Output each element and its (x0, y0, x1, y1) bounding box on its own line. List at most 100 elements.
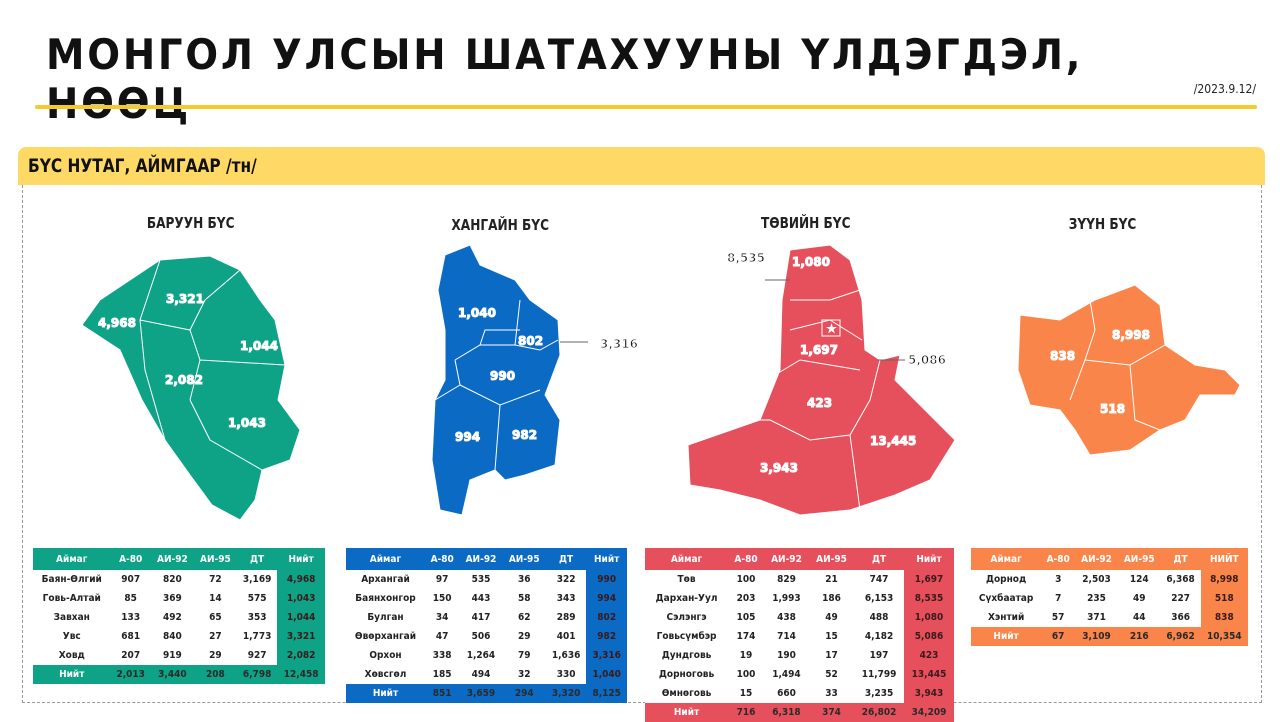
table-cell: 58 (502, 589, 546, 608)
table-cell: 338 (424, 646, 460, 665)
table-row: Өмнөговь 15 660 33 3,235 3,943 (645, 684, 954, 703)
table-cell: 374 (809, 703, 855, 722)
table-cell: 438 (763, 608, 809, 627)
table-cell: 366 (1160, 608, 1201, 627)
table-cell: Баянхонгор (346, 589, 425, 608)
table-cell: Төв (645, 570, 729, 589)
table-cell: 208 (193, 665, 237, 684)
table-cell: 3,440 (150, 665, 194, 684)
table-cell: 150 (424, 589, 460, 608)
region-title-east: ЗҮҮН БҮС (1068, 215, 1137, 233)
table-row: Говьсүмбэр 174 714 15 4,182 5,086 (645, 627, 954, 646)
table-cell: Ховд (33, 646, 111, 665)
table-cell: 62 (502, 608, 546, 627)
svg-text:2,082: 2,082 (165, 373, 203, 387)
svg-text:3,316: 3,316 (600, 337, 638, 351)
table-cell: 133 (110, 608, 151, 627)
table-cell: 216 (1117, 627, 1161, 646)
table-cell: 3 (1041, 570, 1076, 589)
table-row: Баян-Өлгий 907 820 72 3,169 4,968 (33, 570, 325, 589)
map-province-shape (1017, 284, 1241, 456)
column-header: А-80 (728, 548, 764, 570)
svg-text:13,445: 13,445 (870, 434, 916, 448)
svg-text:802: 802 (518, 334, 543, 348)
table-row: Баянхонгор 150 443 58 343 994 (346, 589, 627, 608)
table-cell: 1,043 (277, 589, 325, 608)
table-cell: 10,354 (1200, 627, 1248, 646)
table-row: Орхон 338 1,264 79 1,636 3,316 (346, 646, 627, 665)
table-cell: 49 (1117, 589, 1161, 608)
table-cell: 1,636 (545, 646, 587, 665)
table-cell: 97 (424, 570, 460, 589)
table-cell: 3,316 (586, 646, 627, 665)
table-cell: 190 (763, 646, 809, 665)
table-cell: 15 (728, 684, 764, 703)
table-cell: Хөвсгөл (346, 665, 425, 684)
table-cell: 322 (545, 570, 587, 589)
svg-text:1,040: 1,040 (458, 306, 496, 320)
svg-text:982: 982 (512, 428, 537, 442)
svg-text:994: 994 (455, 430, 480, 444)
region-title-khangai: ХАНГАЙН БҮС (451, 216, 550, 234)
table-cell: 85 (110, 589, 151, 608)
table-cell: 330 (545, 665, 587, 684)
table-row: Төв 100 829 21 747 1,697 (645, 570, 954, 589)
table-total-row: Нийт 716 6,318 374 26,802 34,209 (645, 703, 954, 722)
table-cell: 994 (586, 589, 627, 608)
column-header: Нийт (586, 548, 627, 570)
table-central: Аймаг А-80 АИ-92 АИ-95 ДТ Нийт Төв 100 829 21 747 1… (645, 548, 954, 722)
table-row: Говь-Алтай 85 369 14 575 1,043 (33, 589, 325, 608)
table-cell: Дархан-Уул (645, 589, 729, 608)
table-cell: 506 (459, 627, 503, 646)
table-header-row: Аймаг А-80 АИ-92 АИ-95 ДТ Нийт (33, 548, 325, 570)
table-cell: 105 (728, 608, 764, 627)
column-header: АИ-92 (150, 548, 194, 570)
table-cell: Дундговь (645, 646, 729, 665)
table-cell: 44 (1117, 608, 1161, 627)
table-cell: 4,182 (854, 627, 905, 646)
table-cell: 3,109 (1075, 627, 1118, 646)
table-cell: 72 (193, 570, 237, 589)
column-header: АИ-92 (763, 548, 809, 570)
table-cell: 1,040 (586, 665, 627, 684)
table-cell: Орхон (346, 646, 425, 665)
table-row: Сэлэнгэ 105 438 49 488 1,080 (645, 608, 954, 627)
table-cell: 203 (728, 589, 764, 608)
table-cell: 15 (809, 627, 855, 646)
table-cell: 3,321 (277, 627, 325, 646)
table-cell: 34,209 (904, 703, 954, 722)
table-cell: 1,773 (236, 627, 278, 646)
table-cell: Дорноговь (645, 665, 729, 684)
table-cell: 36 (502, 570, 546, 589)
region-title-central: ТӨВИЙН БҮС (760, 214, 851, 232)
table-cell: 6,318 (763, 703, 809, 722)
table-row: Булган 34 417 62 289 802 (346, 608, 627, 627)
map-west: 4,968 3,321 1,044 2,082 1,043 (81, 255, 301, 521)
table-cell: 371 (1075, 608, 1118, 627)
table-cell: 6,962 (1160, 627, 1201, 646)
map-province-shape (687, 244, 956, 516)
table-cell: 289 (545, 608, 587, 627)
table-cell: 518 (1200, 589, 1248, 608)
table-cell: 1,080 (904, 608, 954, 627)
map-khangai: 1,040 802 3,316 990 994 982 (431, 244, 638, 516)
table-cell: 851 (424, 684, 460, 703)
table-cell: 2,082 (277, 646, 325, 665)
table-cell: Нийт (346, 684, 425, 703)
table-cell: 343 (545, 589, 587, 608)
table-east: Аймаг А-80 АИ-92 АИ-95 ДТ НИЙТ Дорнод 3 2,503 124… (971, 548, 1248, 646)
table-cell: 8,998 (1200, 570, 1248, 589)
table-cell: 1,697 (904, 570, 954, 589)
table-cell: 12,458 (277, 665, 325, 684)
svg-text:★: ★ (827, 324, 836, 335)
table-row: Хөвсгөл 185 494 32 330 1,040 (346, 665, 627, 684)
table-cell: 982 (586, 627, 627, 646)
table-cell: 820 (150, 570, 194, 589)
svg-text:423: 423 (807, 396, 832, 410)
table-cell: 747 (854, 570, 905, 589)
table-cell: 907 (110, 570, 151, 589)
table-cell: 186 (809, 589, 855, 608)
table-cell: Архангай (346, 570, 425, 589)
svg-text:990: 990 (490, 369, 515, 383)
table-header-row: Аймаг А-80 АИ-92 АИ-95 ДТ Нийт (346, 548, 627, 570)
